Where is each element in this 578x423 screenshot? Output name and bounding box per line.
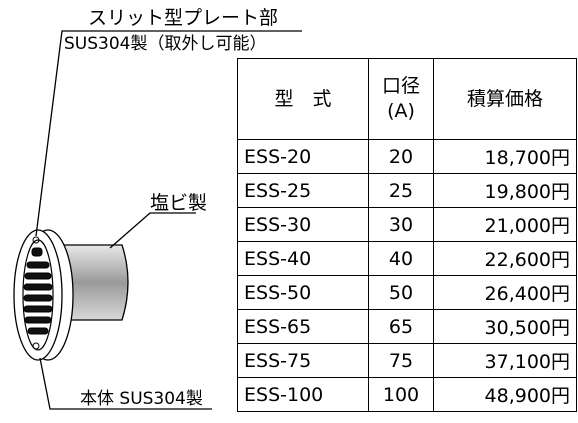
table-cell: 40: [368, 241, 434, 276]
table-cell: ESS-100: [237, 377, 369, 412]
price-table: 型 式口径 (A) 積算価格 ESS-20 20 18,700円 ESS-25 25 19,…: [237, 58, 577, 412]
table-cell: 37,100円: [433, 343, 577, 378]
pipe-label: 塩ビ製: [150, 192, 208, 214]
table-row: ESS-25 25 19,800円: [237, 173, 577, 208]
header-cell: 口径 (A): [368, 58, 434, 140]
table-cell: 75: [368, 343, 434, 378]
table-row: ESS-65 65 30,500円: [237, 309, 577, 344]
table-cell: 30: [368, 207, 434, 242]
table-cell: 26,400円: [433, 275, 577, 310]
table-body: ESS-20 20 18,700円 ESS-25 25 19,800円 ESS-30 30 21…: [237, 139, 577, 412]
header-cell: 型 式: [237, 58, 369, 140]
table-row: ESS-40 40 22,600円: [237, 241, 577, 276]
table-cell: 19,800円: [433, 173, 577, 208]
table-cell: 65: [368, 309, 434, 344]
header-row: 型 式口径 (A) 積算価格: [237, 58, 577, 140]
leader-lines: [35, 30, 302, 410]
table-row: ESS-30 30 21,000円: [237, 207, 577, 242]
table-cell: ESS-50: [237, 275, 369, 310]
body-label: 本体 SUS304製: [80, 389, 203, 409]
table-cell: 48,900円: [433, 377, 577, 412]
plate-material-label: SUS304製（取外し可能）: [64, 34, 267, 54]
table-cell: 30,500円: [433, 309, 577, 344]
table-cell: 20: [368, 139, 434, 174]
table-cell: ESS-40: [237, 241, 369, 276]
plate-label: スリット型プレート部: [88, 7, 279, 29]
table-row: ESS-75 75 37,100円: [237, 343, 577, 378]
table-row: ESS-100 100 48,900円: [237, 377, 577, 412]
table-cell: 25: [368, 173, 434, 208]
table-cell: 21,000円: [433, 207, 577, 242]
table-cell: ESS-65: [237, 309, 369, 344]
table-cell: 18,700円: [433, 139, 577, 174]
table-cell: 100: [368, 377, 434, 412]
slots: [23, 247, 53, 335]
table-cell: ESS-25: [237, 173, 369, 208]
table-row: ESS-50 50 26,400円: [237, 275, 577, 310]
table-cell: 22,600円: [433, 241, 577, 276]
table-cell: 50: [368, 275, 434, 310]
table-row: ESS-20 20 18,700円: [237, 139, 577, 174]
pipe: [59, 244, 129, 321]
table-cell: ESS-75: [237, 343, 369, 378]
table-cell: ESS-30: [237, 207, 369, 242]
table-cell: ESS-20: [237, 139, 369, 174]
header-cell: 積算価格: [433, 58, 577, 140]
